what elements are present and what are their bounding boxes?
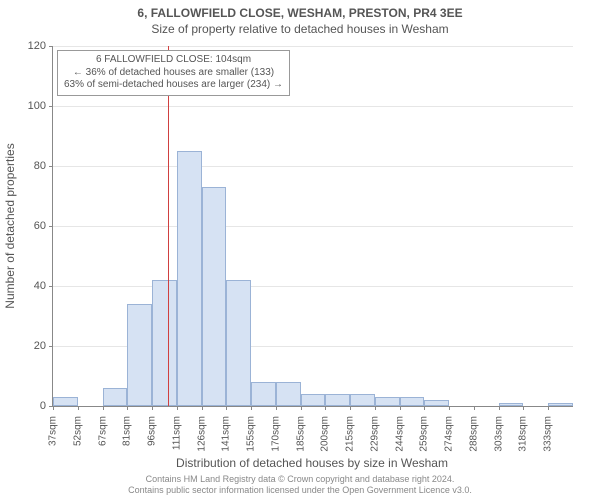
histogram-bar <box>152 280 177 406</box>
histogram-bar <box>276 382 301 406</box>
xtick-mark <box>127 406 128 410</box>
xtick-label: 67sqm <box>97 412 108 446</box>
xtick-mark <box>449 406 450 410</box>
reference-line <box>168 46 169 406</box>
xtick-mark <box>202 406 203 410</box>
xtick-label: 37sqm <box>48 412 59 446</box>
annotation-box: 6 FALLOWFIELD CLOSE: 104sqm ← 36% of det… <box>57 50 290 96</box>
histogram-bar <box>53 397 78 406</box>
xtick-mark <box>375 406 376 410</box>
bars-container <box>53 46 573 406</box>
xtick-mark <box>53 406 54 410</box>
footer-line1: Contains HM Land Registry data © Crown c… <box>0 474 600 485</box>
annotation-line3: 63% of semi-detached houses are larger (… <box>64 79 283 92</box>
xtick-mark <box>177 406 178 410</box>
annotation-line2: ← 36% of detached houses are smaller (13… <box>64 67 283 80</box>
annotation-line1: 6 FALLOWFIELD CLOSE: 104sqm <box>64 54 283 67</box>
xtick-label: 333sqm <box>543 412 554 452</box>
histogram-bar <box>499 403 524 406</box>
histogram-bar <box>177 151 202 406</box>
xtick-mark <box>400 406 401 410</box>
histogram-bar <box>251 382 276 406</box>
xtick-label: 244sqm <box>394 412 405 452</box>
chart-plot-area: 6 FALLOWFIELD CLOSE: 104sqm ← 36% of det… <box>52 46 572 406</box>
histogram-bar <box>325 394 350 406</box>
chart-title-line1: 6, FALLOWFIELD CLOSE, WESHAM, PRESTON, P… <box>0 0 600 20</box>
xtick-label: 229sqm <box>369 412 380 452</box>
xtick-label: 215sqm <box>345 412 356 452</box>
ytick-label: 20 <box>6 340 46 352</box>
xtick-label: 185sqm <box>295 412 306 452</box>
xtick-label: 274sqm <box>444 412 455 452</box>
footer-line2: Contains public sector information licen… <box>0 485 600 496</box>
y-axis-label: Number of detached properties <box>3 143 17 308</box>
xtick-label: 200sqm <box>320 412 331 452</box>
xtick-mark <box>523 406 524 410</box>
footer-attribution: Contains HM Land Registry data © Crown c… <box>0 474 600 497</box>
xtick-mark <box>226 406 227 410</box>
xtick-label: 155sqm <box>246 412 257 452</box>
xtick-label: 141sqm <box>221 412 232 452</box>
xtick-mark <box>350 406 351 410</box>
histogram-bar <box>226 280 251 406</box>
xtick-mark <box>474 406 475 410</box>
xtick-label: 303sqm <box>493 412 504 452</box>
histogram-bar <box>202 187 227 406</box>
ytick-label: 120 <box>6 40 46 52</box>
xtick-mark <box>78 406 79 410</box>
histogram-bar <box>103 388 128 406</box>
xtick-mark <box>499 406 500 410</box>
xtick-mark <box>548 406 549 410</box>
xtick-mark <box>251 406 252 410</box>
x-axis-label: Distribution of detached houses by size … <box>176 456 448 470</box>
xtick-label: 170sqm <box>270 412 281 452</box>
xtick-label: 126sqm <box>196 412 207 452</box>
histogram-bar <box>301 394 326 406</box>
xtick-mark <box>103 406 104 410</box>
histogram-bar <box>424 400 449 406</box>
xtick-mark <box>301 406 302 410</box>
xtick-mark <box>276 406 277 410</box>
histogram-bar <box>548 403 573 406</box>
xtick-label: 81sqm <box>122 412 133 446</box>
xtick-label: 259sqm <box>419 412 430 452</box>
xtick-label: 96sqm <box>147 412 158 446</box>
ytick-label: 0 <box>6 400 46 412</box>
xtick-mark <box>152 406 153 410</box>
xtick-label: 52sqm <box>72 412 83 446</box>
xtick-label: 111sqm <box>171 412 182 450</box>
xtick-label: 318sqm <box>518 412 529 452</box>
histogram-bar <box>375 397 400 406</box>
ytick-label: 100 <box>6 100 46 112</box>
histogram-bar <box>400 397 425 406</box>
chart-title-line2: Size of property relative to detached ho… <box>0 20 600 36</box>
xtick-label: 288sqm <box>468 412 479 452</box>
histogram-bar <box>127 304 152 406</box>
histogram-bar <box>350 394 375 406</box>
xtick-mark <box>325 406 326 410</box>
xtick-mark <box>424 406 425 410</box>
plot-inner: 6 FALLOWFIELD CLOSE: 104sqm ← 36% of det… <box>52 46 573 407</box>
